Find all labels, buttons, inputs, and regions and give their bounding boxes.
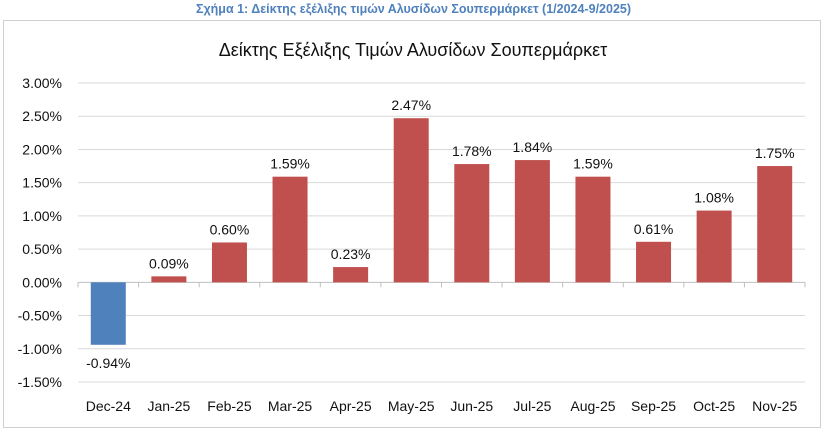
data-label: 0.09% (149, 255, 189, 271)
bar (514, 160, 550, 283)
x-tick-label: Apr-25 (330, 398, 372, 414)
chart-frame (3, 20, 821, 428)
data-label: -0.94% (86, 355, 130, 371)
y-tick-label: 1.50% (22, 175, 62, 191)
data-label: 0.60% (210, 221, 250, 237)
x-tick-label: May-25 (388, 398, 435, 414)
bar (636, 241, 672, 283)
y-tick-label: 2.00% (22, 141, 62, 157)
x-tick-label: Mar-25 (268, 398, 313, 414)
x-tick-label: Jun-25 (450, 398, 493, 414)
x-tick-label: Aug-25 (570, 398, 615, 414)
x-tick-label: Jul-25 (513, 398, 551, 414)
x-tick-label: Oct-25 (693, 398, 735, 414)
x-tick-label: Dec-24 (86, 398, 131, 414)
bar (272, 176, 308, 283)
x-tick-label: Jan-25 (147, 398, 190, 414)
y-tick-label: -0.50% (18, 308, 62, 324)
bar (757, 166, 793, 283)
bar (454, 164, 490, 283)
bar (211, 242, 247, 283)
data-label: 1.59% (573, 156, 613, 172)
data-label: 0.61% (634, 221, 674, 237)
x-tick-label: Nov-25 (752, 398, 797, 414)
y-tick-label: -1.00% (18, 341, 62, 357)
data-label: 1.59% (270, 156, 310, 172)
bar (333, 267, 369, 283)
bar (696, 210, 732, 283)
y-tick-label: 0.50% (22, 241, 62, 257)
x-tick-label: Feb-25 (207, 398, 252, 414)
bar (393, 118, 429, 283)
figure-caption: Σχήμα 1: Δείκτης εξέλιξης τιμών Αλυσίδων… (195, 2, 632, 16)
data-label: 1.84% (513, 139, 553, 155)
y-tick-label: 3.00% (22, 75, 62, 91)
data-label: 2.47% (391, 97, 431, 113)
y-tick-label: 2.50% (22, 108, 62, 124)
bar (90, 282, 126, 345)
chart-title: Δείκτης Εξέλιξης Τιμών Αλυσίδων Σουπερμά… (219, 40, 608, 60)
data-label: 0.23% (331, 246, 371, 262)
data-label: 1.78% (452, 143, 492, 159)
data-label: 1.75% (755, 145, 795, 161)
y-tick-label: -1.50% (18, 374, 62, 390)
y-tick-label: 1.00% (22, 208, 62, 224)
bar (575, 176, 611, 283)
x-tick-label: Sep-25 (631, 398, 676, 414)
bar (151, 276, 187, 283)
y-tick-label: 0.00% (22, 274, 62, 290)
data-label: 1.08% (694, 190, 734, 206)
